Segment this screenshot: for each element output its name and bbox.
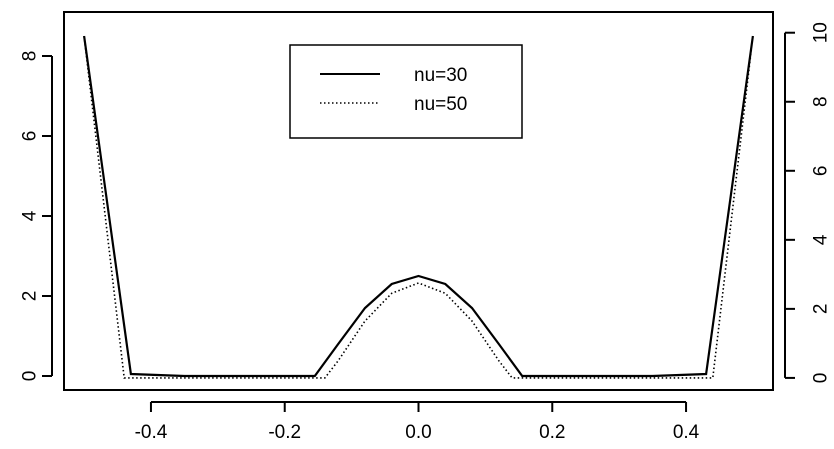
y-right-tick-label: 4 xyxy=(811,234,832,245)
y-left-tick-label: 8 xyxy=(20,51,41,62)
y-right-tick-label: 0 xyxy=(811,373,832,384)
x-tick-label: 0.0 xyxy=(405,422,431,443)
series-line-nu30 xyxy=(83,35,754,378)
legend-box xyxy=(289,44,523,139)
y-left-tick-label: 6 xyxy=(20,131,41,142)
y-right-tick-label: 6 xyxy=(811,166,832,177)
y-left-tick-label: 4 xyxy=(20,210,41,221)
legend-label-nu50: nu=50 xyxy=(414,94,467,115)
y-left-tick-label: 0 xyxy=(20,371,41,382)
x-tick-label: 0.4 xyxy=(673,422,700,443)
y-right-tick-label: 8 xyxy=(811,96,832,107)
x-tick-label: -0.2 xyxy=(268,422,301,443)
x-axis: -0.4 -0.2 0.0 0.2 0.4 xyxy=(135,401,700,443)
y-left-tick-label: 2 xyxy=(20,291,41,302)
y-axis-right: 0 2 4 6 8 10 xyxy=(784,22,832,384)
y-right-tick-label: 10 xyxy=(811,22,832,43)
x-tick-label: 0.2 xyxy=(539,422,565,443)
legend-label-nu30: nu=30 xyxy=(414,65,467,86)
series-line-nu50 xyxy=(83,36,754,379)
series-group xyxy=(83,35,754,379)
y-axis-left: 0 2 4 6 8 xyxy=(20,51,53,382)
plot-frame xyxy=(63,11,774,391)
legend: nu=30 nu=50 xyxy=(289,44,523,139)
y-right-tick-label: 2 xyxy=(811,304,832,315)
x-tick-label: -0.4 xyxy=(135,422,168,443)
